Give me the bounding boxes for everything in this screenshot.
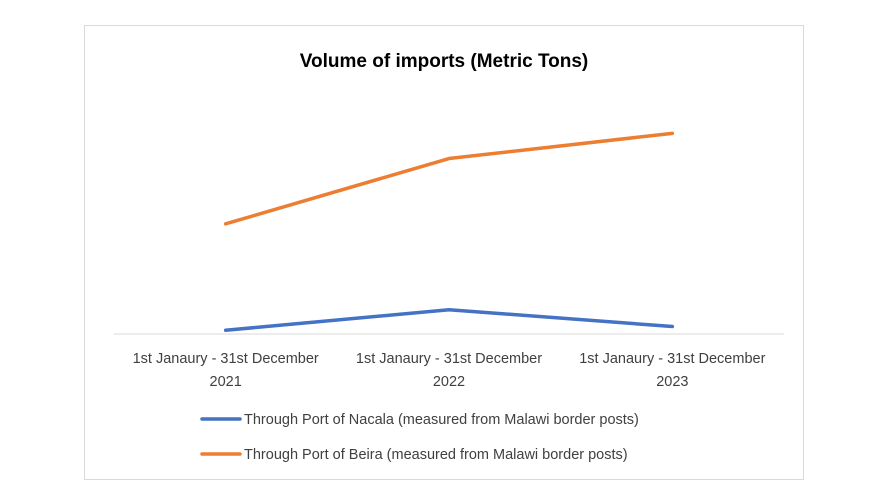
series-line-2 <box>223 131 675 226</box>
legend-label-1: Through Port of Nacala (measured from Ma… <box>244 412 639 428</box>
x-tick-label: 1st Janaury - 31st December 2021 <box>133 351 319 390</box>
series-line-1 <box>223 307 675 333</box>
chart-frame <box>84 25 804 480</box>
x-tick-label: 1st Janaury - 31st December 2022 <box>356 351 542 390</box>
series-layer <box>223 131 675 333</box>
x-tick-labels: 1st Janaury - 31st December 2021 1st Janau… <box>133 351 766 390</box>
chart-title: Volume of imports (Metric Tons) <box>300 51 589 72</box>
x-tick-label: 1st Janaury - 31st December 2023 <box>579 351 765 390</box>
legend: Through Port of Nacala (measured from Ma… <box>200 412 639 463</box>
legend-label-2: Through Port of Beira (measured from Mal… <box>244 447 628 463</box>
